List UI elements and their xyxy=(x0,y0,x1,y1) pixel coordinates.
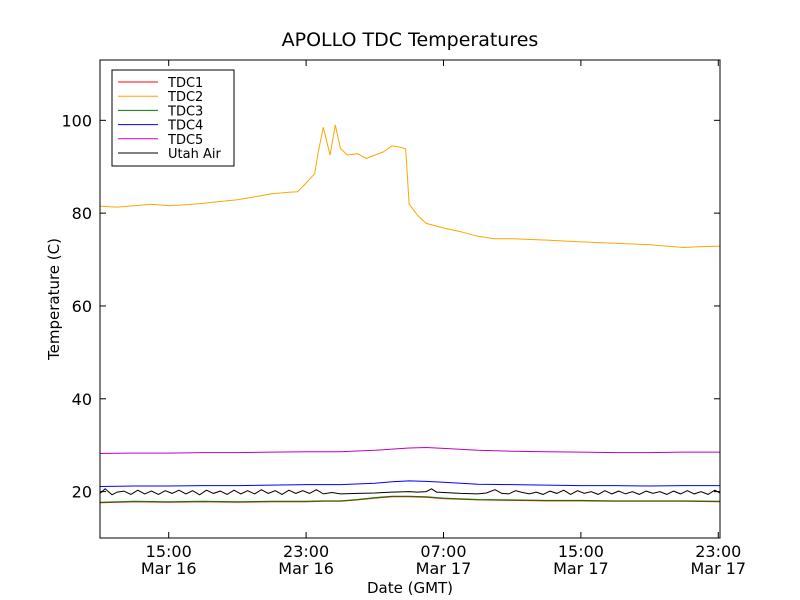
x-tick-time-label: 07:00 xyxy=(420,542,466,561)
x-tick-time-label: 15:00 xyxy=(146,542,192,561)
y-axis: 20 40 60 80 100 xyxy=(61,111,720,502)
y-tick-label: 20 xyxy=(72,483,92,502)
series-line-tdc4 xyxy=(99,480,720,487)
legend-label: Utah Air xyxy=(168,147,221,162)
plot-frame xyxy=(99,59,721,539)
legend-box xyxy=(111,69,235,167)
x-tick-date-label: Mar 17 xyxy=(690,559,746,578)
series-line-utah-air xyxy=(99,488,721,496)
legend-label: TDC5 xyxy=(167,133,203,148)
series-line-tdc2 xyxy=(99,124,721,249)
x-axis-label: Date (GMT) xyxy=(367,579,453,597)
x-tick-date-label: Mar 16 xyxy=(278,559,334,578)
x-tick-time-label: 23:00 xyxy=(283,542,329,561)
x-tick-date-label: Mar 17 xyxy=(416,559,472,578)
y-axis-label: Temperature (C) xyxy=(45,238,63,361)
x-tick-time-label: 15:00 xyxy=(558,542,604,561)
x-tick-date-label: Mar 16 xyxy=(141,559,197,578)
legend-label: TDC2 xyxy=(167,90,203,105)
x-tick-time-label: 23:00 xyxy=(695,542,741,561)
y-tick-label: 60 xyxy=(72,297,92,316)
legend-label: TDC3 xyxy=(167,104,203,119)
y-tick-label: 40 xyxy=(72,390,92,409)
y-tick-label: 80 xyxy=(72,204,92,223)
legend-label: TDC4 xyxy=(167,119,203,134)
chart-title: APOLLO TDC Temperatures xyxy=(282,29,539,51)
x-tick-date-label: Mar 17 xyxy=(553,559,609,578)
series-line-tdc3 xyxy=(99,495,721,503)
series-line-tdc5 xyxy=(99,446,720,454)
legend-label: TDC1 xyxy=(167,76,203,91)
y-tick-label: 100 xyxy=(61,111,92,130)
plot-lines xyxy=(99,124,721,504)
